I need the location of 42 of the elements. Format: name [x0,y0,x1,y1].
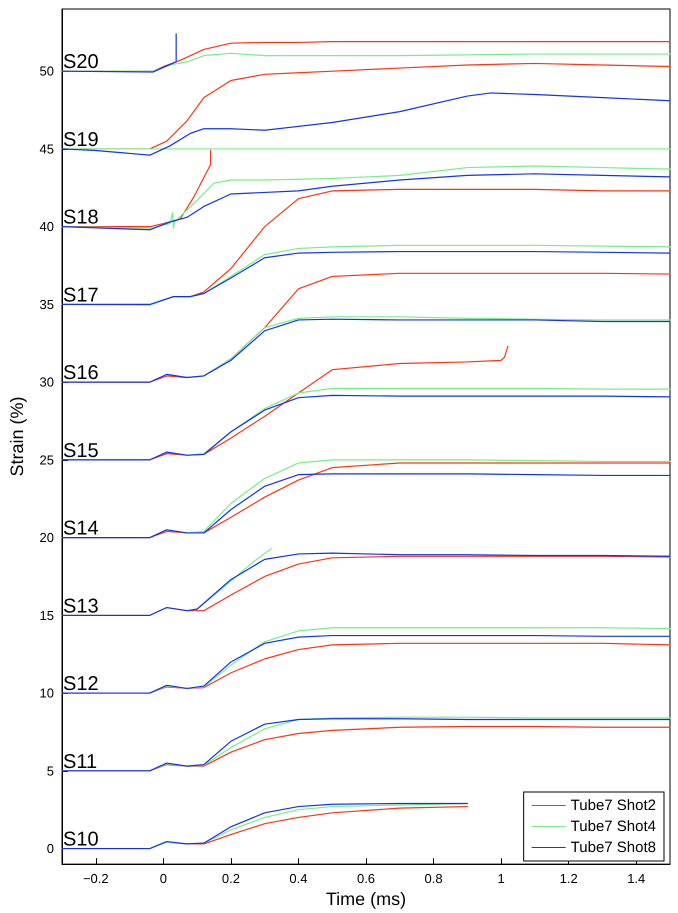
legend-label: Tube7 Shot2 [570,797,656,814]
annotation: S14 [63,518,99,540]
annotation: S19 [63,128,99,151]
x-tick-label: 1.2 [560,871,578,886]
annotation: S13 [63,595,99,618]
annotation: S17 [63,284,99,306]
annotation: S20 [63,51,99,74]
y-tick-label: 45 [40,141,54,156]
y-axis-title: Strain (%) [7,396,27,477]
y-tick-label: 5 [46,763,54,778]
y-tick-label: 40 [40,219,54,234]
legend-label: Tube7 Shot8 [570,839,656,856]
y-tick-label: 50 [40,64,54,79]
y-tick-label: 20 [40,530,54,546]
line-series [61,92,671,156]
x-tick-label: 1 [497,871,505,886]
x-tick-label: 1.4 [627,871,646,886]
y-tick-label: 25 [40,452,54,468]
annotation: S11 [63,750,98,773]
line-series [61,394,671,460]
x-tick-label: −0.2 [82,871,109,886]
line-series [61,552,671,616]
annotation: S15 [63,440,99,462]
y-tick-label: 35 [40,296,54,312]
annotation: S16 [63,362,99,384]
annotation: S18 [63,206,99,229]
annotation: S12 [63,673,99,696]
line-series [61,33,177,73]
x-tick-label: 0.6 [356,871,376,886]
y-tick-label: 0 [46,841,54,856]
line-series [61,318,671,383]
x-tick-label: 0.4 [289,871,308,886]
y-tick-label: 10 [40,686,54,701]
y-tick-label: 15 [40,608,54,623]
x-axis-title: Time (ms) [326,889,406,909]
x-tick-label: 0.8 [424,871,443,886]
x-tick-label: 0 [160,871,167,886]
x-tick-label: 0.2 [222,871,240,886]
legend-label: Tube7 Shot4 [570,818,656,835]
y-tick-label: 30 [40,374,54,390]
line-series [61,802,468,850]
annotation: S10 [63,828,99,851]
